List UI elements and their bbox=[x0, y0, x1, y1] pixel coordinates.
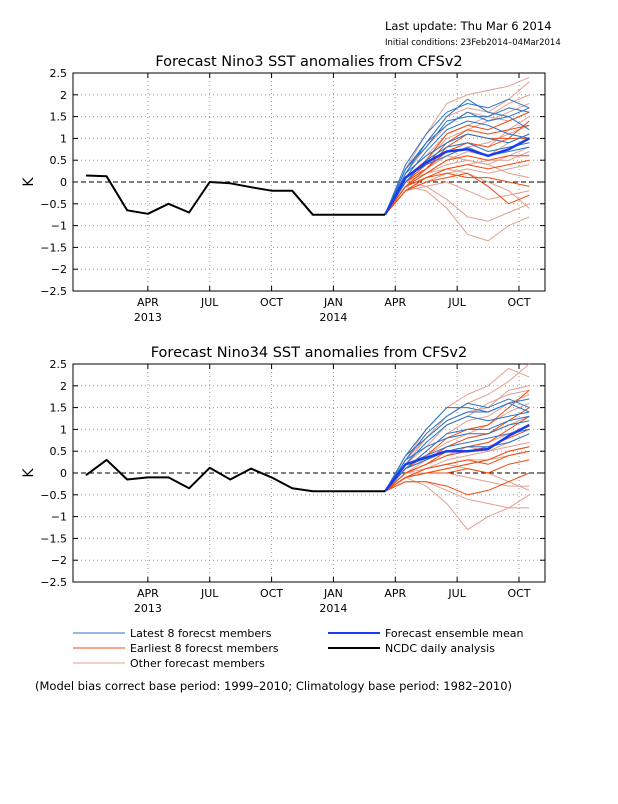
nino3-xtick-label: JUL bbox=[447, 296, 466, 309]
nino34-xtick-label: JAN bbox=[323, 587, 343, 600]
legend: Latest 8 forecst members Earliest 8 fore… bbox=[73, 627, 524, 670]
nino34-chart: Forecast Nino34 SST anomalies from CFSv2… bbox=[21, 345, 546, 615]
nino34-ytick-label: 0 bbox=[60, 467, 67, 480]
nino34-latest-member-line bbox=[384, 415, 530, 492]
nino3-xtick-label: APR bbox=[384, 296, 406, 309]
nino3-xtick-year: 2013 bbox=[134, 311, 162, 324]
nino3-title: Forecast Nino3 SST anomalies from CFSv2 bbox=[155, 54, 462, 70]
nino3-other-member-line bbox=[384, 103, 530, 215]
nino3-other-member-line bbox=[384, 181, 530, 216]
nino34-earliest-member-line bbox=[384, 389, 530, 492]
nino3-ytick-label: 2 bbox=[60, 89, 67, 102]
nino3-ytick-label: 1.5 bbox=[50, 111, 68, 124]
nino34-title: Forecast Nino34 SST anomalies from CFSv2 bbox=[151, 345, 468, 361]
nino3-chart: Forecast Nino3 SST anomalies from CFSv2 2… bbox=[21, 54, 546, 324]
nino34-xtick-label: APR bbox=[384, 587, 406, 600]
nino3-ylabel: K bbox=[21, 177, 37, 187]
nino34-latest-member-line bbox=[384, 398, 530, 492]
nino3-xtick-year: 2014 bbox=[319, 311, 347, 324]
nino3-ytick-label: 2.5 bbox=[50, 67, 68, 80]
nino34-ytick-label: 1.5 bbox=[50, 402, 68, 415]
nino3-other-member-line bbox=[384, 185, 530, 242]
nino3-latest-member-line bbox=[384, 107, 530, 215]
nino34-ytick-label: −2.5 bbox=[40, 576, 67, 589]
nino34-ylabel: K bbox=[21, 468, 37, 478]
nino3-earliest-member-line bbox=[384, 133, 530, 215]
nino34-ytick-label: 2.5 bbox=[50, 358, 68, 371]
nino34-latest-member-line bbox=[384, 433, 530, 492]
nino3-xtick-label: OCT bbox=[507, 296, 530, 309]
nino3-xtick-label: APR bbox=[137, 296, 159, 309]
nino34-ytick-label: 1 bbox=[60, 423, 67, 436]
nino3-ytick-label: −2.5 bbox=[40, 285, 67, 298]
nino34-ytick-label: 2 bbox=[60, 380, 67, 393]
legend-earliest-label: Earliest 8 forecst members bbox=[130, 642, 279, 655]
nino3-ytick-label: 0 bbox=[60, 176, 67, 189]
nino3-other-member-line bbox=[384, 168, 530, 215]
nino3-other-member-line bbox=[384, 76, 530, 215]
nino34-ytick-label: −0.5 bbox=[40, 489, 67, 502]
nino34-xtick-year: 2013 bbox=[134, 602, 162, 615]
nino34-ncdc-obs-line bbox=[85, 458, 385, 493]
nino3-xtick-label: JUL bbox=[200, 296, 219, 309]
nino3-latest-member-line bbox=[384, 120, 530, 215]
nino3-xtick-label: JAN bbox=[323, 296, 343, 309]
nino34-xtick-label: JUL bbox=[447, 587, 466, 600]
nino3-ytick-label: −0.5 bbox=[40, 198, 67, 211]
nino34-other-member-line bbox=[384, 476, 530, 531]
nino3-earliest-member-line bbox=[384, 155, 530, 215]
last-update-text: Last update: Thu Mar 6 2014 bbox=[385, 19, 552, 33]
nino3-earliest-member-line bbox=[384, 172, 530, 215]
nino34-earliest-member-line bbox=[384, 450, 530, 492]
nino3-other-member-line bbox=[384, 181, 530, 222]
nino34-ytick-label: −1.5 bbox=[40, 532, 67, 545]
legend-mean-label: Forecast ensemble mean bbox=[385, 627, 524, 640]
nino34-xtick-label: JUL bbox=[200, 587, 219, 600]
nino3-ytick-label: 0.5 bbox=[50, 154, 68, 167]
legend-obs-label: NCDC daily analysis bbox=[385, 642, 495, 655]
nino3-earliest-member-line bbox=[384, 120, 530, 215]
nino34-latest-member-line bbox=[384, 411, 530, 492]
nino34-ytick-label: 0.5 bbox=[50, 445, 68, 458]
nino34-earliest-member-line bbox=[384, 472, 530, 496]
nino3-latest-member-line bbox=[384, 98, 530, 215]
nino3-ytick-label: −2 bbox=[51, 263, 67, 276]
legend-latest-label: Latest 8 forecst members bbox=[130, 627, 272, 640]
nino3-latest-member-line bbox=[384, 133, 530, 215]
nino34-other-member-line bbox=[384, 472, 530, 492]
nino34-xtick-label: OCT bbox=[260, 587, 283, 600]
nino34-ensemble-mean-line bbox=[384, 423, 530, 493]
nino3-earliest-member-line bbox=[384, 159, 530, 216]
initial-conditions-text: Initial conditions: 23Feb2014–04Mar2014 bbox=[385, 38, 561, 48]
nino3-latest-member-line bbox=[384, 142, 530, 215]
nino34-xtick-label: OCT bbox=[507, 587, 530, 600]
nino34-earliest-member-line bbox=[384, 459, 530, 492]
nino3-ncdc-obs-line bbox=[85, 174, 385, 216]
nino34-xtick-year: 2014 bbox=[319, 602, 347, 615]
nino34-xtick-label: APR bbox=[137, 587, 159, 600]
nino3-ensemble-mean-line bbox=[383, 137, 530, 216]
legend-other-label: Other forecast members bbox=[130, 657, 265, 670]
nino34-latest-member-line bbox=[384, 398, 530, 492]
nino3-xtick-label: OCT bbox=[260, 296, 283, 309]
nino34-latest-member-line bbox=[384, 420, 530, 492]
nino34-ytick-label: −2 bbox=[51, 554, 67, 567]
nino3-ytick-label: 1 bbox=[60, 132, 67, 145]
nino3-ytick-label: −1 bbox=[51, 220, 67, 233]
footnote: (Model bias correct base period: 1999–20… bbox=[35, 679, 512, 693]
nino34-ytick-label: −1 bbox=[51, 511, 67, 524]
nino3-ytick-label: −1.5 bbox=[40, 241, 67, 254]
nino3-earliest-member-line bbox=[384, 124, 530, 215]
